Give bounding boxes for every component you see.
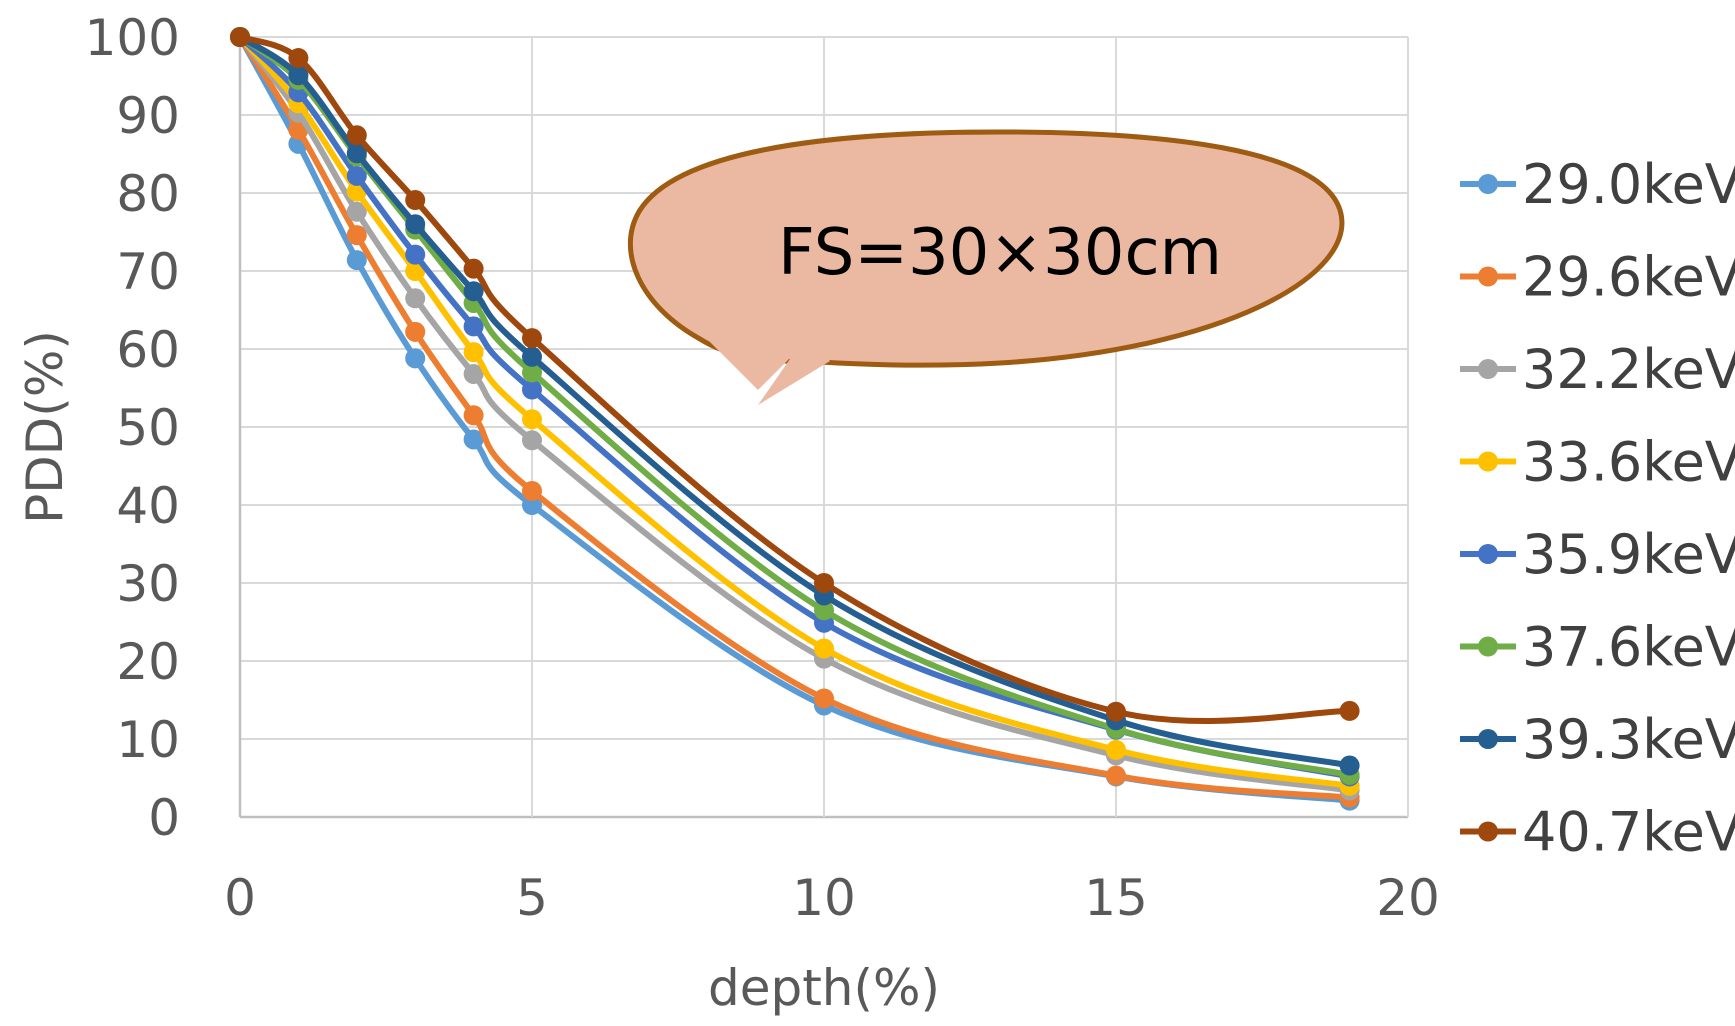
legend-swatch-marker [1478,729,1498,749]
y-tick-label: 20 [116,633,180,691]
callout: FS=30×30cm [627,129,1345,405]
x-tick-label: 20 [1376,869,1440,927]
legend-label: 35.9keV [1522,523,1735,586]
data-point [814,600,834,621]
legend-label: 32.2keV [1522,338,1735,401]
y-tick-label: 90 [116,87,180,145]
data-point [1106,701,1126,722]
legend-label: 37.6keV [1522,616,1735,679]
data-point [1339,755,1360,776]
callout-text: FS=30×30cm [778,216,1222,290]
legend-item: 29.6keV [1460,246,1735,309]
y-axis-title: PDD(%) [16,330,74,524]
data-point [346,225,367,246]
legend-item: 33.6keV [1460,431,1735,494]
data-point [346,250,367,271]
data-point [346,143,367,164]
data-point [230,27,250,47]
data-point [463,363,484,384]
data-point [405,190,426,211]
legend-label: 29.6keV [1522,246,1735,309]
x-tick-label: 5 [516,869,548,927]
legend-item: 32.2keV [1460,338,1735,401]
legend-item: 40.7keV [1460,801,1735,864]
axis-layer: 0 10 20 30 40 50 60 70 80 90 100 0 5 10 15 20 depth(%) PD… [16,9,1440,1017]
data-point [405,348,426,369]
data-point [814,688,834,709]
legend-label: 33.6keV [1522,431,1735,494]
data-point [1106,739,1126,760]
data-point [405,214,426,235]
data-point [405,288,426,309]
data-point [405,244,426,265]
series-line [237,34,1353,801]
data-point [814,638,834,659]
y-tick-label: 60 [116,321,180,379]
y-tick-label: 30 [116,555,180,613]
data-point [405,321,426,342]
legend-swatch-marker [1478,544,1498,564]
x-tick-label: 10 [792,869,856,927]
data-point [522,480,542,501]
callout-pointer [708,336,812,390]
data-point [522,430,542,451]
data-point [522,379,542,400]
data-point [346,201,367,222]
legend-item: 29.0keV [1460,153,1735,216]
data-point [522,346,542,367]
data-point [288,65,309,86]
legend-swatch-marker [1478,636,1498,657]
x-axis-title: depth(%) [708,959,940,1017]
legend-label: 29.0keV [1522,153,1735,216]
callout-bubble-outline [627,129,1345,368]
legend-swatch-marker [1478,821,1498,842]
y-tick-label: 40 [116,477,180,535]
series-line [237,34,1353,794]
legend-label: 39.3keV [1522,708,1735,771]
legend-item: 39.3keV [1460,708,1735,771]
data-point [463,258,484,279]
data-point [463,405,484,426]
series-39.3keV [230,27,1360,776]
legend-swatch-marker [1478,359,1498,379]
data-point [463,342,484,363]
data-point [522,362,542,383]
legend-swatch-marker [1478,266,1498,287]
y-tick-label: 80 [116,165,180,223]
data-point [814,573,834,593]
data-point [346,125,367,146]
data-point [522,328,542,349]
series-line [237,34,1353,789]
data-point [522,409,542,430]
data-point [288,48,309,69]
data-point [522,495,542,515]
callout-bubble [630,132,1342,366]
data-point [1339,700,1360,721]
y-tick-label: 100 [85,9,180,67]
callout-pointer-outline [758,336,830,405]
data-point [463,429,484,450]
data-point [1106,765,1126,786]
data-point [463,281,484,302]
legend-swatch-marker [1478,451,1498,472]
x-tick-label: 15 [1084,869,1148,927]
data-point [463,316,484,337]
legend-item: 37.6keV [1460,616,1735,679]
legend-label: 40.7keV [1522,801,1735,864]
y-tick-label: 0 [148,789,180,847]
y-tick-label: 10 [116,711,180,769]
legend-swatch-marker [1478,174,1498,194]
x-tick-label: 0 [224,869,256,927]
legend-item: 35.9keV [1460,523,1735,586]
y-tick-label: 70 [116,243,180,301]
data-point [346,165,367,186]
series-layer [230,27,1360,811]
legend: 29.0keV 29.6keV 32.2keV 33.6keV 35.9keV 37.6k… [1460,153,1735,864]
y-tick-label: 50 [116,399,180,457]
data-point [405,261,426,281]
series-40.7keV [230,27,1360,724]
